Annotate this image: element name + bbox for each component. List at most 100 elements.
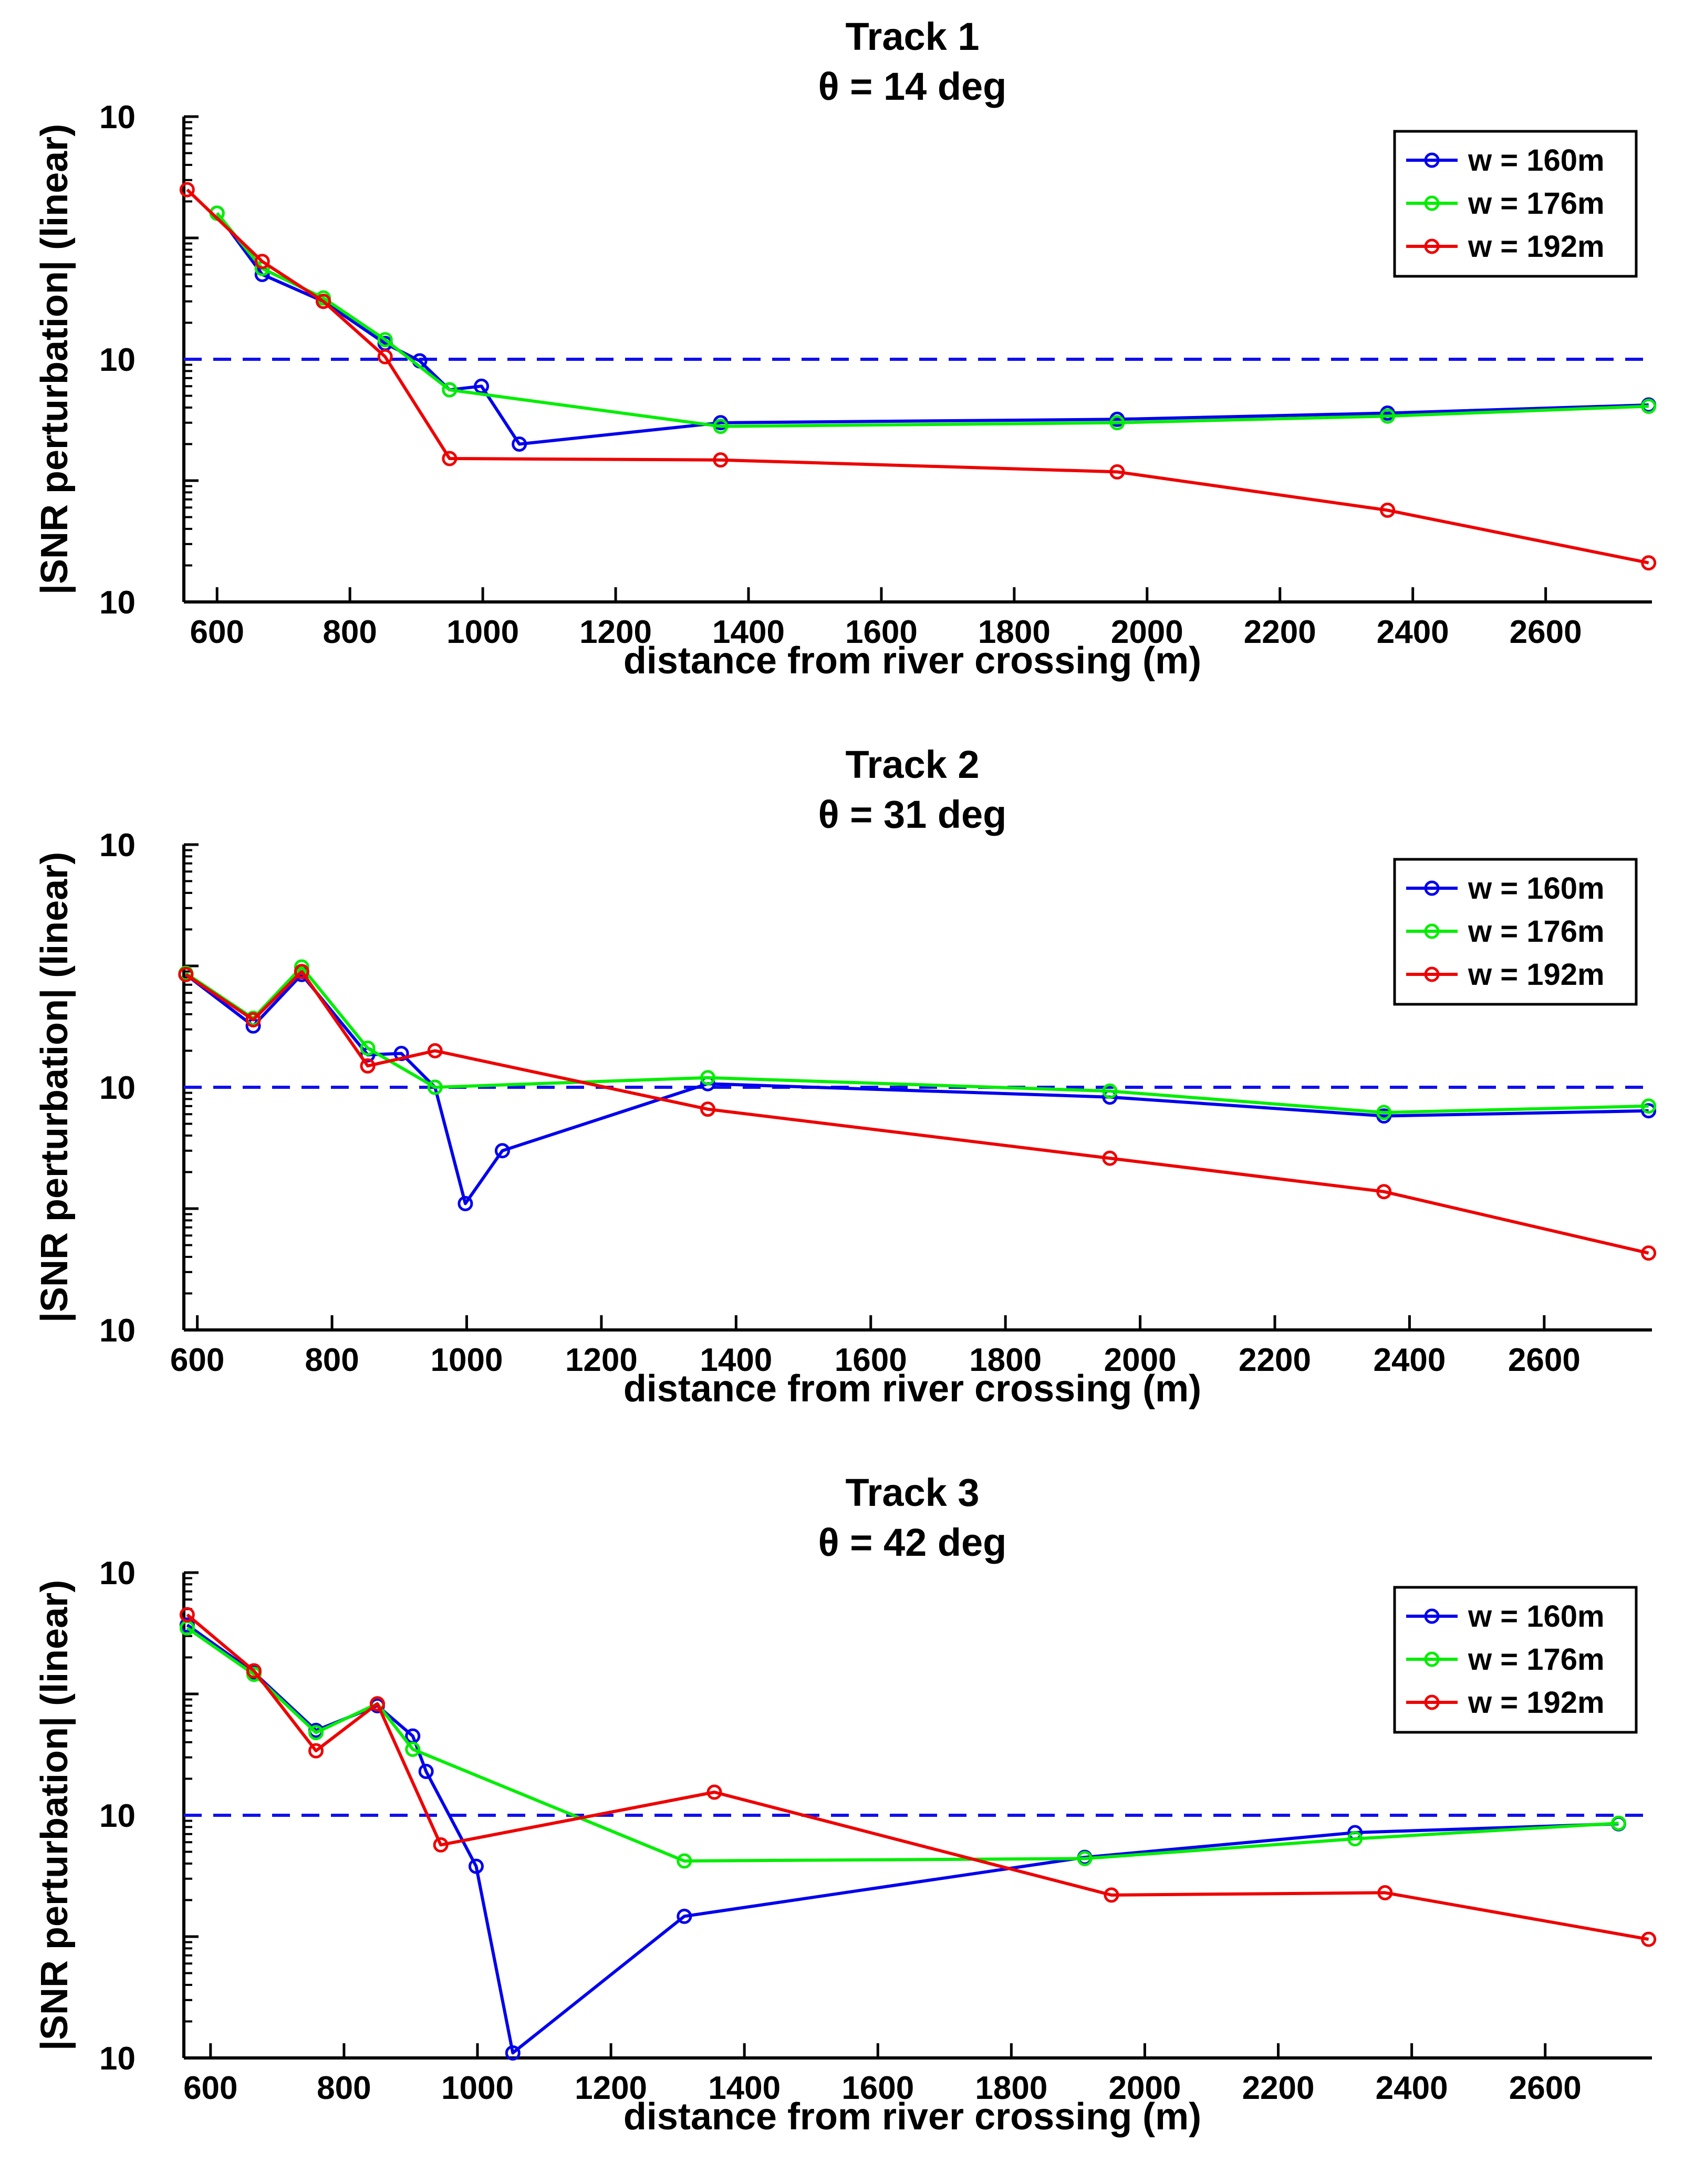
y-tick-label: 10 [99, 1555, 136, 1592]
data-point [1641, 1103, 1657, 1119]
data-point [179, 182, 195, 197]
data-point [245, 1012, 261, 1027]
data-point [369, 1696, 385, 1712]
x-axis-label: distance from river crossing (m) [623, 1368, 1201, 1410]
data-point [458, 1195, 473, 1211]
data-point [713, 452, 729, 468]
series-line-2 [186, 1626, 1619, 1863]
x-tick-label: 1400 [700, 1342, 772, 1378]
chart-panel-1: Track 1θ = 14 deg10-21001026008001000120… [0, 0, 1684, 728]
legend-label: w = 192m [1468, 230, 1605, 264]
data-point [179, 1607, 195, 1623]
chart-panel-2: Track 2θ = 31 deg10-21001026008001000120… [0, 728, 1684, 1456]
chart-subtitle: θ = 31 deg [818, 793, 1007, 836]
y-tick-label: 10 [99, 342, 136, 378]
legend-label: w = 176m [1468, 1642, 1605, 1677]
data-point [713, 419, 729, 434]
x-tick-label: 600 [183, 2070, 237, 2106]
x-axis-label: distance from river crossing (m) [623, 2096, 1201, 2138]
chart-svg-2: Track 2θ = 31 deg10-21001026008001000120… [34, 743, 1657, 1410]
x-tick-label: 1800 [975, 2070, 1047, 2106]
x-tick-label: 800 [317, 2070, 371, 2106]
data-point [1641, 1245, 1657, 1261]
x-tick-label: 2600 [1508, 1342, 1581, 1378]
x-tick-label: 2400 [1373, 1342, 1446, 1378]
data-point [706, 1784, 722, 1800]
y-axis-label: |SNR perturbation| (linear) [34, 1580, 76, 2051]
data-point [468, 1858, 484, 1874]
series-line-1 [184, 973, 1649, 1205]
legend-swatch-marker [1424, 1694, 1440, 1710]
data-point [1377, 1885, 1393, 1900]
data-point [1641, 1098, 1657, 1114]
y-tick-label: 10 [99, 1798, 136, 1834]
chart-panel-3: Track 3θ = 42 deg10-21001026008001000120… [0, 1456, 1684, 2184]
data-point [1380, 408, 1396, 424]
chart-title: Track 1 [845, 15, 979, 58]
data-point [405, 1741, 421, 1757]
data-point [254, 254, 270, 269]
x-tick-label: 2000 [1104, 1342, 1177, 1378]
x-tick-label: 800 [323, 614, 377, 650]
data-point [377, 332, 393, 348]
x-tick-label: 1400 [708, 2070, 781, 2106]
x-tick-label: 1200 [565, 1342, 638, 1378]
chart-title: Track 2 [845, 743, 979, 786]
data-point [474, 378, 490, 394]
legend-label: w = 160m [1468, 1599, 1605, 1634]
series-line-1 [215, 212, 1649, 446]
x-tick-label: 1800 [978, 614, 1051, 650]
series-line-3 [185, 970, 1649, 1255]
data-point [308, 1725, 324, 1741]
data-point [1109, 415, 1125, 431]
legend-label: w = 160m [1468, 871, 1605, 906]
data-point [1376, 1105, 1392, 1120]
series-line-3 [186, 1613, 1649, 1941]
legend-swatch-marker [1424, 966, 1440, 982]
legend-label: w = 176m [1468, 186, 1605, 221]
x-tick-label: 2000 [1111, 614, 1183, 650]
data-point [1077, 1850, 1093, 1866]
series-line-3 [186, 188, 1649, 565]
x-tick-label: 1400 [712, 614, 785, 650]
data-point [427, 1043, 443, 1058]
series-line-2 [215, 212, 1649, 428]
data-point [418, 1763, 434, 1779]
x-tick-label: 2400 [1376, 2070, 1448, 2106]
data-point [1102, 1083, 1118, 1099]
data-point [677, 1908, 692, 1924]
data-point [360, 1041, 376, 1056]
data-point [700, 1101, 715, 1117]
data-point [246, 1663, 262, 1679]
data-point [1347, 1831, 1363, 1847]
data-point [294, 964, 309, 980]
x-tick-label: 1000 [446, 614, 519, 650]
x-tick-label: 600 [190, 614, 244, 650]
x-tick-label: 800 [305, 1342, 359, 1378]
y-axis-label: |SNR perturbation| (linear) [34, 852, 76, 1323]
data-point [1641, 1931, 1657, 1947]
data-point [1610, 1815, 1626, 1831]
legend-swatch-marker [1424, 1608, 1440, 1624]
x-tick-label: 2200 [1244, 614, 1316, 650]
data-point [700, 1070, 715, 1086]
data-point [308, 1743, 324, 1759]
x-tick-label: 1000 [441, 2070, 514, 2106]
data-point [1109, 464, 1125, 480]
legend-label: w = 192m [1468, 958, 1605, 992]
x-tick-label: 1200 [575, 2070, 647, 2106]
x-tick-label: 1600 [835, 1342, 907, 1378]
data-point [512, 436, 527, 452]
legend-label: w = 192m [1468, 1686, 1605, 1720]
data-point [1380, 502, 1396, 518]
legend-swatch-marker [1424, 152, 1440, 168]
legend-swatch-marker [1424, 1651, 1440, 1667]
data-point [442, 451, 458, 466]
data-point [1102, 1150, 1118, 1166]
data-point [1641, 555, 1657, 571]
chart-svg-3: Track 3θ = 42 deg10-21001026008001000120… [34, 1471, 1657, 2138]
data-point [427, 1079, 443, 1095]
chart-title: Track 3 [845, 1471, 979, 1514]
data-point [433, 1837, 449, 1853]
